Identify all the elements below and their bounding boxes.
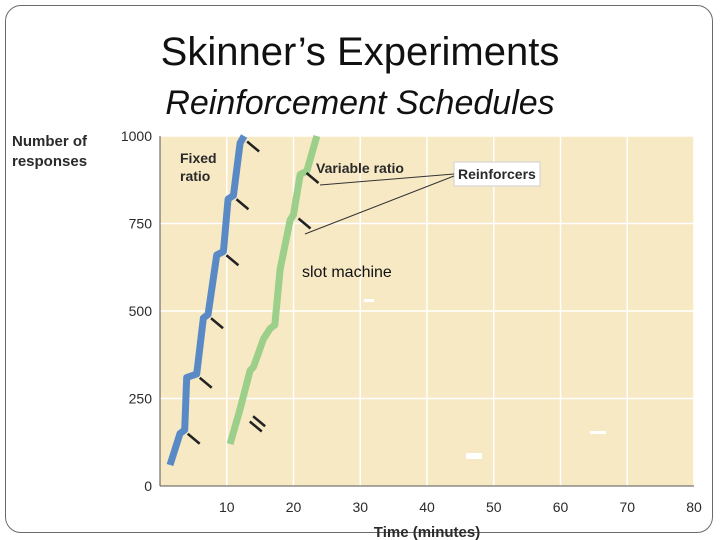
fixed-ratio-reinforcer-mark (198, 376, 213, 389)
reinforcers-arrow-1 (319, 173, 455, 186)
variable-ratio-reinforcer-mark (297, 217, 312, 230)
scan-speck (590, 431, 606, 434)
scan-speck (466, 453, 482, 459)
fixed-ratio-line (166, 134, 248, 467)
x-tick-label-40: 40 (419, 499, 435, 515)
fixed-ratio-reinforcer-mark (225, 254, 240, 267)
y-tick-label-750: 750 (129, 216, 153, 232)
slide-subtitle: Reinforcement Schedules (165, 84, 555, 122)
y-tick-label-0: 0 (144, 478, 152, 494)
y-tick-label-250: 250 (129, 391, 153, 407)
fixed-ratio-reinforcer-mark (235, 198, 250, 211)
slide-title: Skinner’s Experiments (160, 30, 560, 74)
scan-speck (364, 299, 374, 302)
variable-ratio-line (226, 135, 321, 445)
fixed-ratio-reinforcer-mark (246, 140, 260, 153)
reinforcers-arrow-2 (304, 175, 455, 235)
reinforcers-callout-box (453, 161, 541, 187)
variable-ratio-reinforcer-mark (252, 415, 266, 428)
variable-ratio-reinforcer-mark (305, 172, 320, 184)
reinforcers-callout-label: Reinforcers (458, 166, 536, 182)
fixed-ratio-label-line-2: ratio (180, 168, 210, 184)
x-tick-label-50: 50 (486, 499, 502, 515)
x-tick-label-60: 60 (553, 499, 569, 515)
y-axis-title-line-2: responses (12, 153, 87, 170)
fixed-ratio-reinforcer-mark (210, 317, 224, 330)
fixed-ratio-label-line-1: Fixed (180, 150, 217, 166)
y-tick-label-1000: 1000 (121, 128, 152, 144)
x-tick-label-10: 10 (219, 499, 235, 515)
variable-ratio-label: Variable ratio (316, 160, 404, 176)
fixed-ratio-reinforcer-mark (186, 432, 201, 445)
x-tick-label-80: 80 (686, 499, 702, 515)
y-tick-label-500: 500 (129, 303, 153, 319)
y-axis-title-line-1: Number of (12, 133, 88, 150)
x-tick-label-20: 20 (286, 499, 302, 515)
x-tick-label-30: 30 (352, 499, 368, 515)
variable-ratio-reinforcer-mark (248, 420, 263, 433)
slot-machine-note: slot machine (302, 264, 392, 281)
x-tick-label-70: 70 (619, 499, 635, 515)
x-axis-title: Time (minutes) (374, 524, 480, 540)
